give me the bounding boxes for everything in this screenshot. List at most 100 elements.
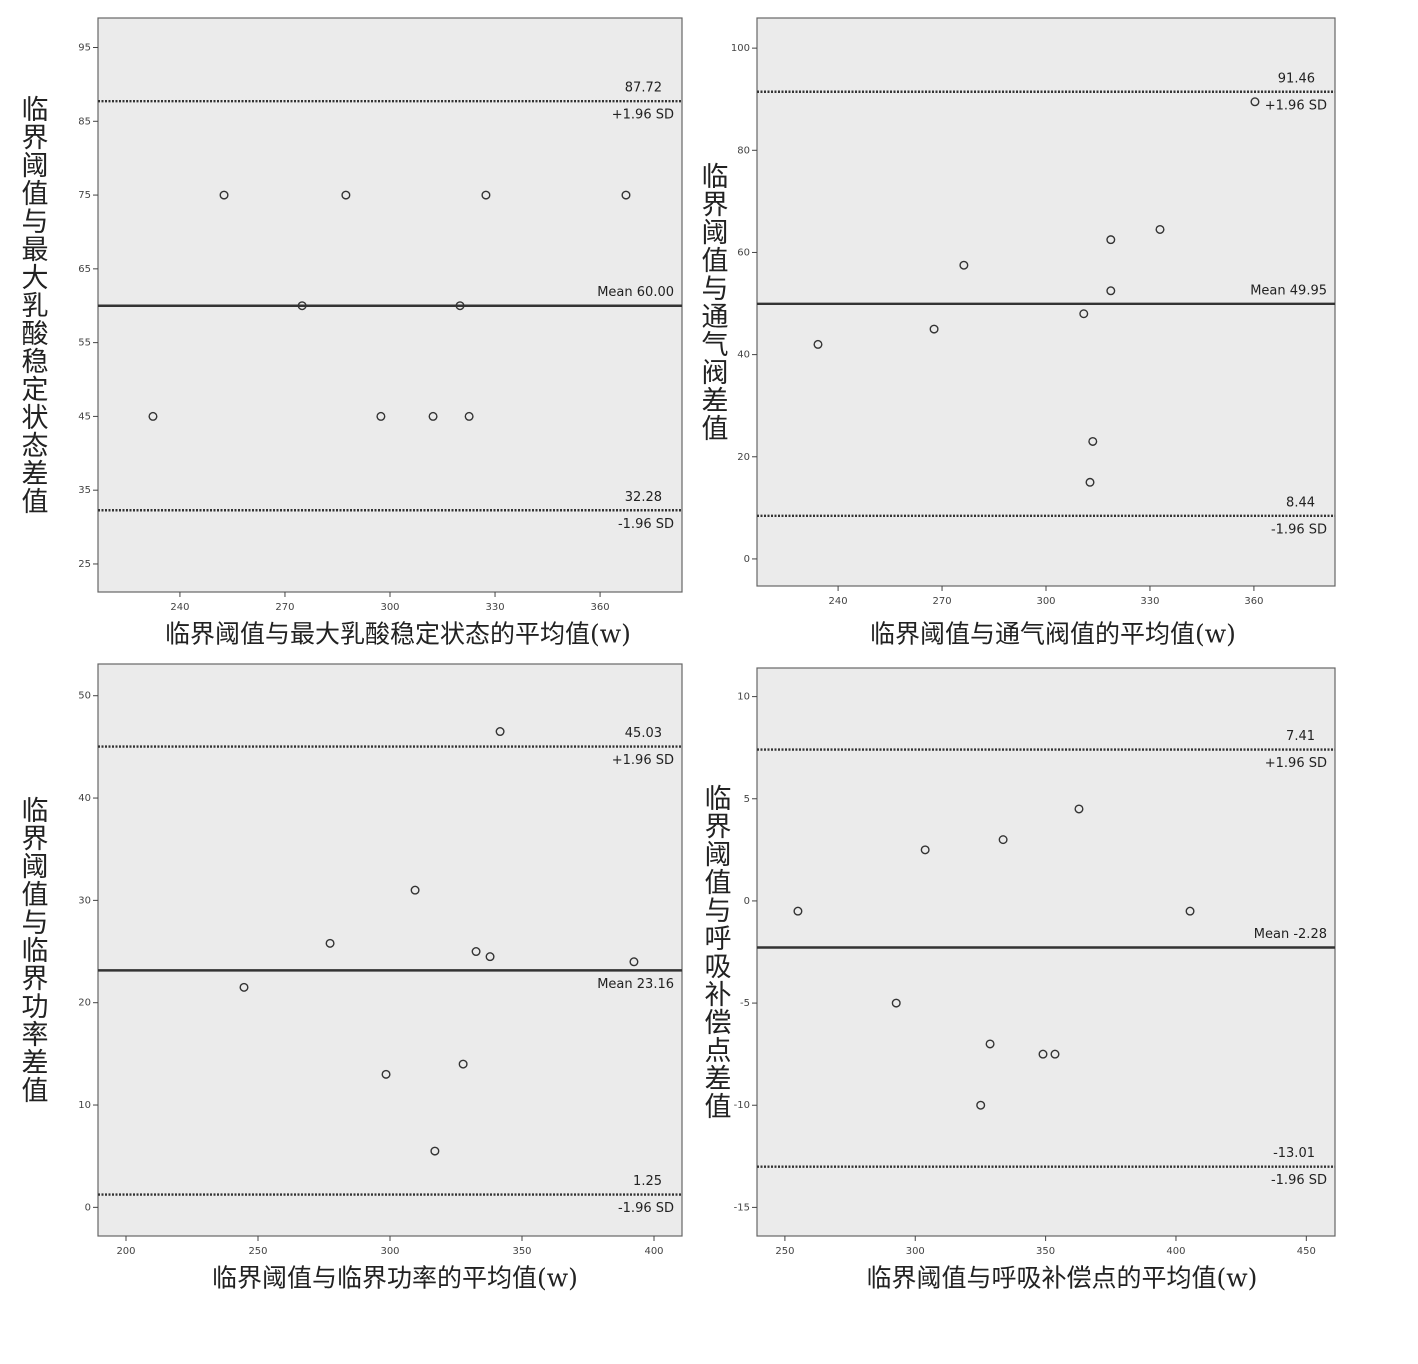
point: [458, 1059, 468, 1069]
y-tick-label: 30: [78, 895, 91, 906]
point: [428, 411, 438, 421]
point: [219, 190, 229, 200]
point: [325, 938, 335, 948]
y-axis-label: 临界阈值与临界功率差值: [17, 796, 49, 1104]
point: [148, 411, 158, 421]
x-tick-label: 240: [829, 596, 848, 607]
point: [410, 885, 420, 895]
x-tick-label: 330: [1140, 596, 1159, 607]
x-axis-label: 临界阈值与通气阀值的平均值(w): [870, 620, 1236, 649]
limit-value: 1.25: [633, 1174, 662, 1189]
x-tick-label: 400: [1166, 1246, 1185, 1257]
point: [1155, 224, 1165, 234]
y-tick-label: 80: [737, 145, 750, 156]
limit-value: 45.03: [625, 726, 662, 741]
x-tick-label: 350: [512, 1246, 531, 1257]
y-tick-label: -10: [734, 1100, 750, 1111]
y-tick-label: 20: [78, 998, 91, 1009]
point: [793, 906, 803, 916]
point: [929, 324, 939, 334]
limit-value: 91.46: [1278, 71, 1315, 86]
plot-area: [756, 667, 1336, 1237]
y-tick-label: 0: [744, 554, 750, 565]
point: [1074, 804, 1084, 814]
point: [1050, 1049, 1060, 1059]
x-tick-label: 300: [906, 1246, 925, 1257]
x-axis-label: 临界阈值与呼吸补偿点的平均值(w): [867, 1264, 1258, 1293]
point: [1185, 906, 1195, 916]
x-tick-label: 400: [644, 1246, 663, 1257]
x-tick-label: 270: [932, 596, 951, 607]
limit-name: -1.96 SD: [1271, 1173, 1327, 1188]
x-tick-label: 300: [380, 602, 399, 613]
point: [455, 301, 465, 311]
limit-name: +1.96 SD: [1265, 98, 1327, 113]
y-tick-label: 10: [78, 1100, 91, 1111]
point: [976, 1100, 986, 1110]
point: [891, 998, 901, 1008]
y-axis-label: 临界阈值与通气阀差值: [697, 162, 729, 442]
x-tick-label: 360: [1244, 596, 1263, 607]
y-tick-label: 35: [78, 485, 91, 496]
point: [1085, 477, 1095, 487]
y-tick-label: 85: [78, 116, 91, 127]
limit-name: +1.96 SD: [612, 753, 674, 768]
point: [381, 1069, 391, 1079]
point: [629, 957, 639, 967]
y-tick-label: 5: [744, 794, 750, 805]
y-tick-label: 0: [744, 896, 750, 907]
mean-label: Mean -2.28: [1254, 927, 1327, 942]
limit-value: 8.44: [1286, 495, 1315, 510]
y-tick-label: 10: [737, 692, 750, 703]
plot-area: [756, 17, 1336, 587]
limit-value: 87.72: [625, 81, 662, 96]
x-tick-label: 450: [1297, 1246, 1316, 1257]
y-tick-label: 75: [78, 190, 91, 201]
limit-name: -1.96 SD: [1271, 522, 1327, 537]
point: [1038, 1049, 1048, 1059]
x-tick-label: 300: [1036, 596, 1055, 607]
y-tick-label: 50: [78, 691, 91, 702]
plot-area: [97, 663, 683, 1237]
x-tick-label: 240: [170, 602, 189, 613]
point: [341, 190, 351, 200]
x-tick-label: 300: [380, 1246, 399, 1257]
point: [471, 947, 481, 957]
x-tick-label: 250: [775, 1246, 794, 1257]
y-tick-label: 95: [78, 43, 91, 54]
mean-label: Mean 49.95: [1250, 283, 1327, 298]
limit-value: 7.41: [1286, 729, 1315, 744]
y-tick-label: 40: [78, 793, 91, 804]
point: [813, 339, 823, 349]
mean-label: Mean 23.16: [597, 977, 674, 992]
point: [297, 301, 307, 311]
point: [1106, 235, 1116, 245]
limit-name: +1.96 SD: [612, 108, 674, 123]
x-tick-label: 270: [275, 602, 294, 613]
y-axis-label: 临界阈值与最大乳酸稳定状态差值: [17, 95, 49, 515]
point: [985, 1039, 995, 1049]
point: [239, 982, 249, 992]
point: [430, 1146, 440, 1156]
y-tick-label: 45: [78, 411, 91, 422]
x-axis-label: 临界阈值与最大乳酸稳定状态的平均值(w): [165, 620, 631, 649]
y-tick-label: 100: [731, 43, 750, 54]
point: [920, 845, 930, 855]
x-tick-label: 350: [1036, 1246, 1055, 1257]
x-axis-label: 临界阈值与临界功率的平均值(w): [212, 1264, 578, 1293]
point: [1079, 309, 1089, 319]
y-tick-label: -15: [734, 1202, 750, 1213]
mean-label: Mean 60.00: [597, 285, 674, 300]
y-tick-label: 40: [737, 350, 750, 361]
point: [376, 411, 386, 421]
x-tick-label: 330: [485, 602, 504, 613]
y-tick-label: 0: [85, 1202, 91, 1213]
limit-name: -1.96 SD: [618, 517, 674, 532]
point: [495, 727, 505, 737]
point: [1088, 436, 1098, 446]
point: [959, 260, 969, 270]
point: [1106, 286, 1116, 296]
point: [621, 190, 631, 200]
y-tick-label: 65: [78, 264, 91, 275]
